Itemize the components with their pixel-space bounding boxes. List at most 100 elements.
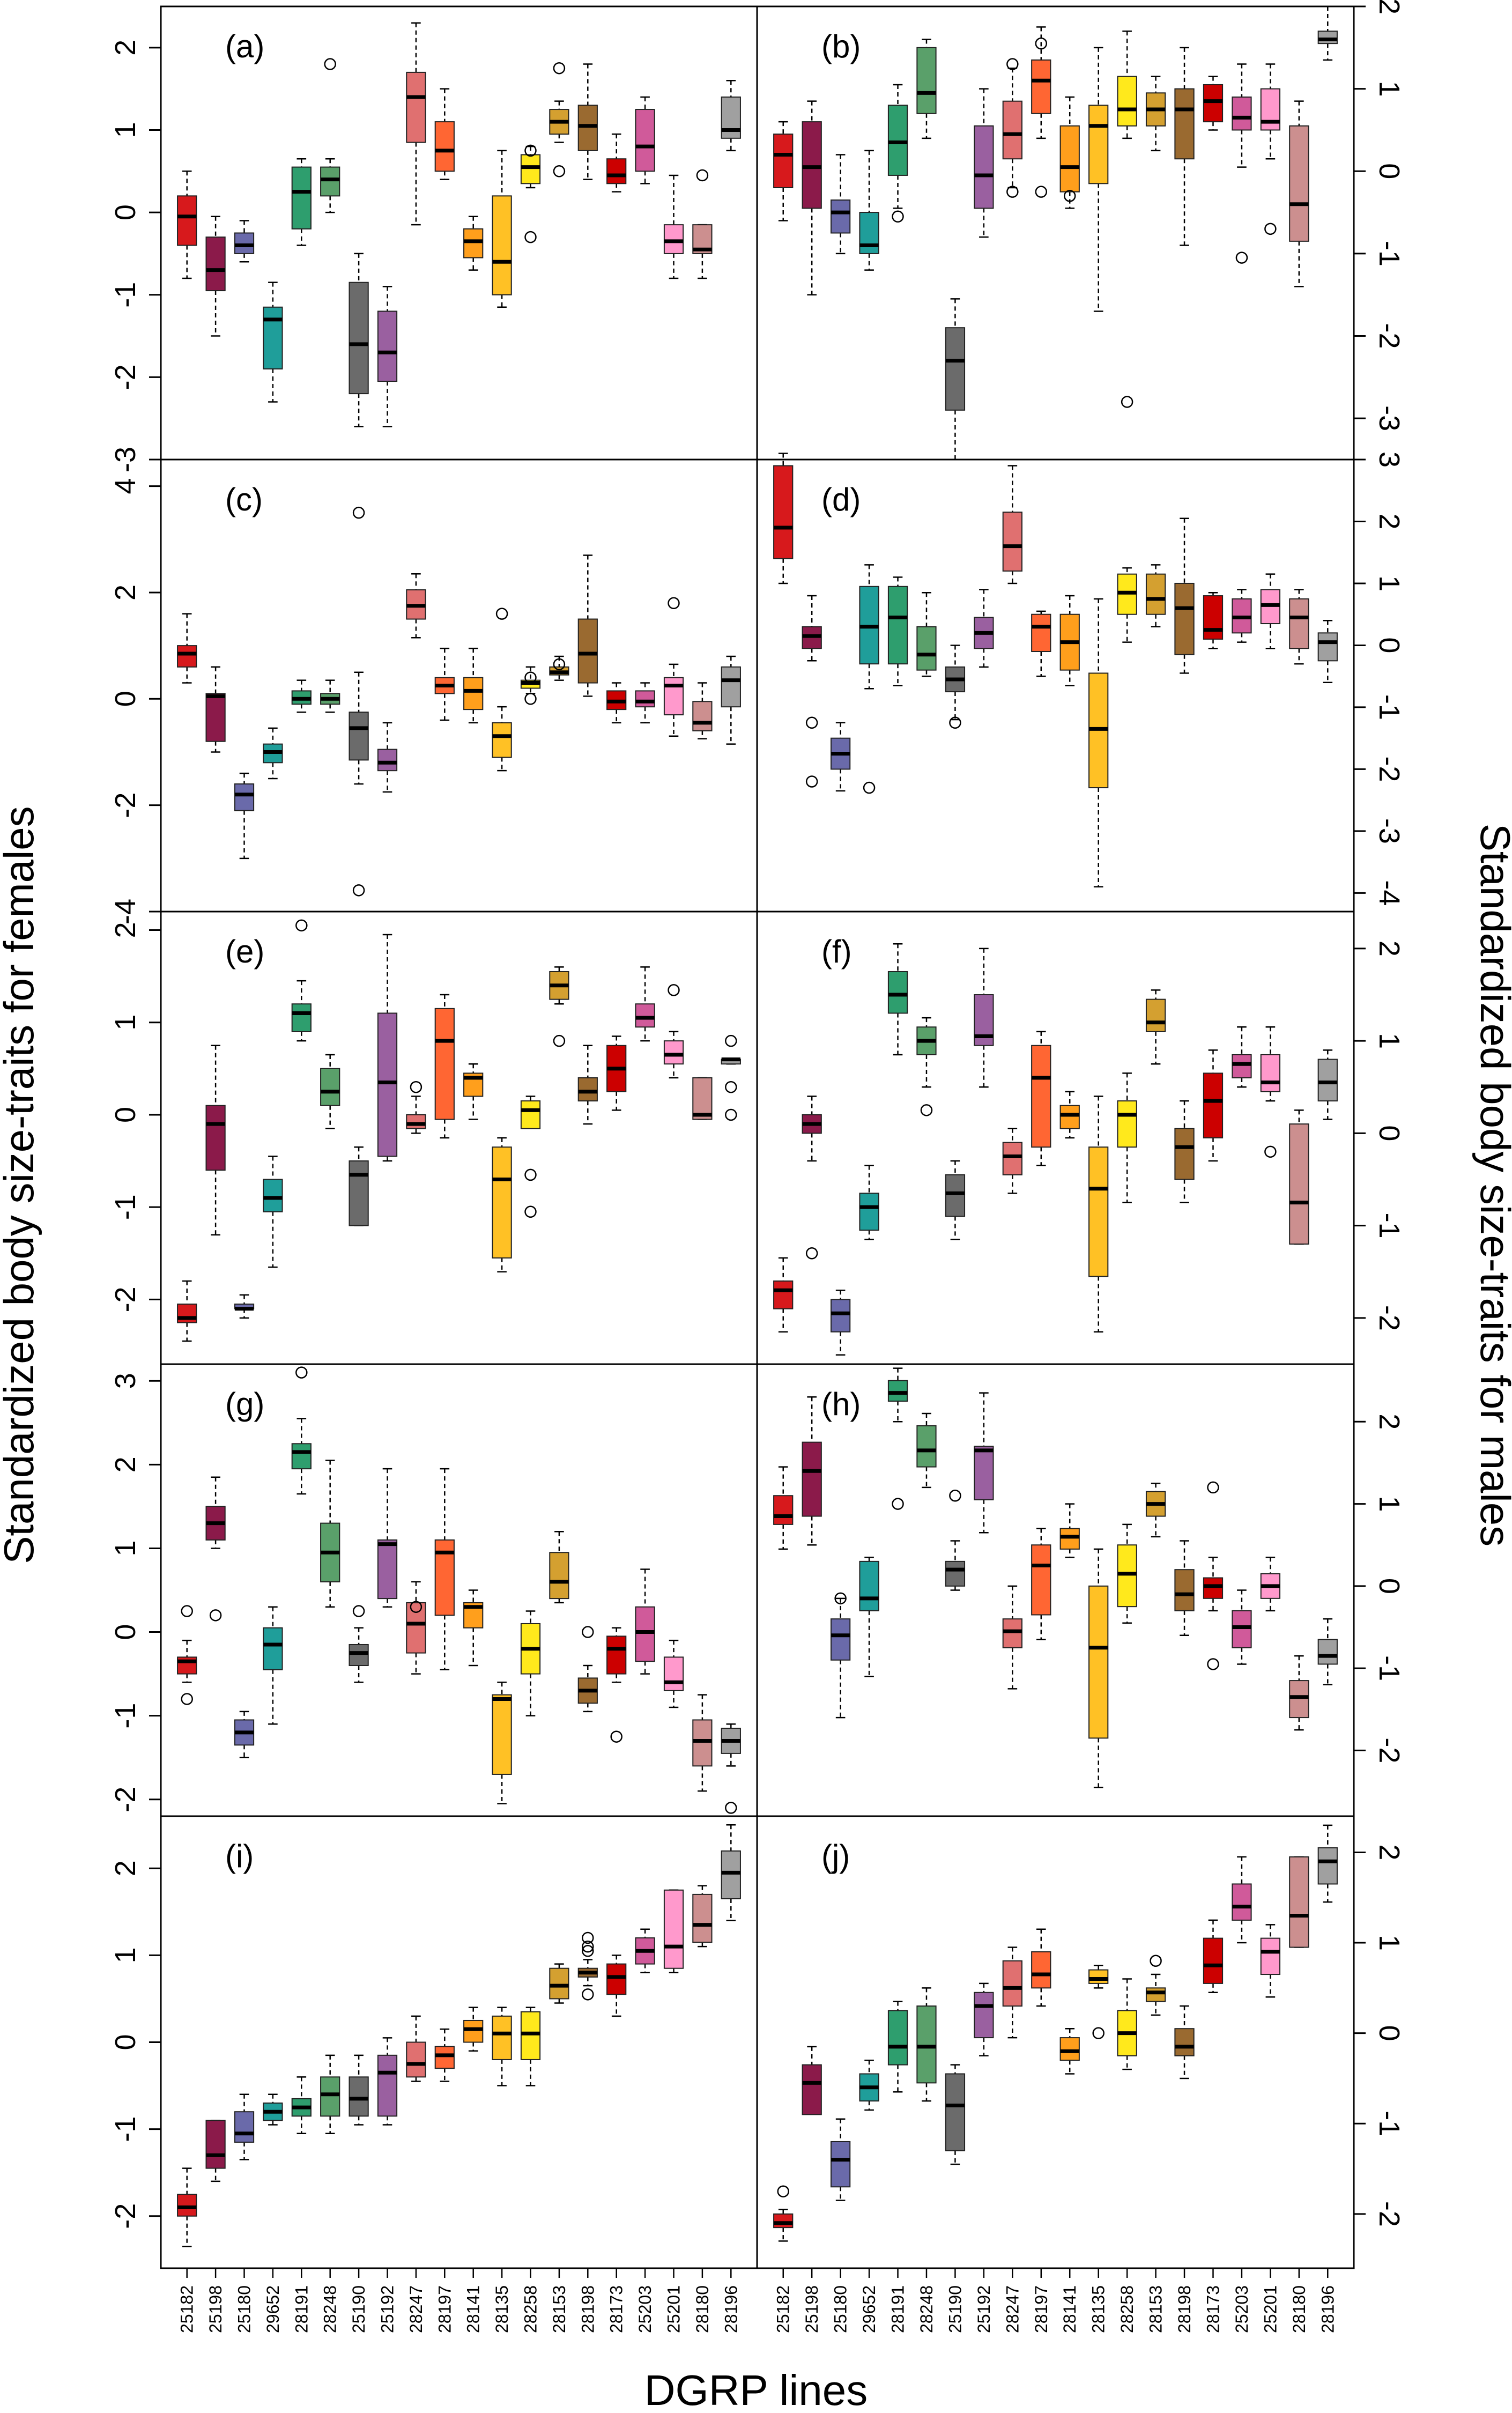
- x-tick-label: 25180: [831, 2285, 850, 2333]
- box-25201: [663, 1889, 684, 1974]
- iqr-box: [234, 2111, 255, 2143]
- iqr-box: [692, 1893, 713, 1943]
- y-tick-label: 0: [109, 691, 142, 707]
- x-tick-labels: 25182 25198 25180 29652 28191 28248 25190 25192…: [177, 2268, 1337, 2333]
- iqr-box: [577, 618, 598, 684]
- box-25182: [177, 1280, 197, 1342]
- panel-label: (i): [225, 1838, 254, 1874]
- iqr-box: [177, 645, 197, 668]
- box-25203: [635, 96, 655, 184]
- panel-frame: [756, 911, 1355, 1365]
- box-28180: [692, 224, 713, 279]
- box-28247: [1002, 1946, 1022, 2039]
- y-tick-label: -2: [1373, 2201, 1405, 2227]
- x-tick-label: 28258: [521, 2285, 540, 2333]
- x-axis-label: DGRP lines: [644, 2366, 868, 2413]
- iqr-box: [1002, 1142, 1022, 1175]
- box-28258: [1117, 1072, 1137, 1203]
- outlier-point: [1264, 223, 1277, 235]
- iqr-box: [635, 690, 655, 708]
- y-tick-label: 1: [109, 1540, 142, 1556]
- box-28247: [1002, 1585, 1022, 1690]
- panel-h: (h) -2 -1 0 1 2: [756, 1363, 1405, 1817]
- y-tick-label: 0: [1373, 1578, 1405, 1594]
- iqr-box: [1117, 1100, 1137, 1148]
- iqr-box: [773, 1280, 794, 1309]
- panel-label: (h): [821, 1386, 861, 1422]
- outlier-point: [863, 781, 876, 794]
- outlier-point: [1063, 190, 1076, 202]
- iqr-box: [492, 195, 512, 295]
- box-28197: [1031, 610, 1051, 677]
- x-tick-label: 25201: [1261, 2285, 1280, 2333]
- box-28197: [1031, 1528, 1051, 1640]
- box-28198: [1174, 47, 1195, 246]
- box-28258: [520, 666, 541, 694]
- box-25203: [1232, 1589, 1252, 1665]
- box-25182: [177, 1639, 197, 1683]
- outlier-point: [1121, 396, 1133, 408]
- box-28135: [1088, 1964, 1109, 1989]
- iqr-box: [349, 1160, 369, 1226]
- outlier-point: [410, 1081, 423, 1093]
- iqr-box: [291, 1443, 312, 1470]
- iqr-box: [1260, 88, 1281, 131]
- x-tick-label: 25192: [378, 2285, 397, 2333]
- iqr-box: [1059, 1105, 1080, 1129]
- iqr-box: [406, 1602, 426, 1654]
- box-28191: [291, 679, 312, 713]
- iqr-box: [234, 783, 255, 811]
- outlier-point: [524, 693, 537, 705]
- iqr-box: [945, 327, 966, 411]
- x-tick-label: 28180: [693, 2285, 712, 2333]
- box-28141: [1059, 96, 1080, 209]
- iqr-box: [406, 71, 426, 143]
- box-28180: [1289, 100, 1309, 287]
- box-28135: [1088, 1096, 1109, 1333]
- box-29652: [859, 564, 879, 690]
- box-28196: [1317, 5, 1338, 61]
- panel-c: (c) -4 -2 0 2 4: [109, 458, 758, 924]
- y-tick-label: 0: [1373, 2025, 1405, 2041]
- y-tick-label: 0: [1373, 1125, 1405, 1141]
- box-28196: [721, 80, 741, 152]
- iqr-box: [1289, 1123, 1309, 1245]
- outlier-point: [1150, 1955, 1162, 1967]
- box-25203: [1232, 1026, 1252, 1088]
- box-25182: [773, 1257, 794, 1333]
- box-28247: [406, 1581, 426, 1675]
- box-25180: [830, 154, 851, 255]
- outlier-point: [1235, 251, 1248, 264]
- outlier-point: [610, 1730, 622, 1743]
- box-28197: [434, 88, 455, 180]
- box-25203: [635, 682, 655, 724]
- outlier-point: [892, 1498, 904, 1510]
- iqr-box: [577, 105, 598, 151]
- iqr-box: [1002, 1618, 1022, 1648]
- outlier-point: [352, 884, 365, 897]
- x-tick-label: 28248: [917, 2285, 936, 2333]
- iqr-box: [349, 2076, 369, 2117]
- iqr-box: [1145, 1987, 1166, 2002]
- box-25190: [349, 1627, 369, 1683]
- iqr-box: [830, 1618, 851, 1661]
- box-25180: [234, 1294, 255, 1319]
- box-28141: [463, 1063, 484, 1120]
- outlier-point: [553, 165, 566, 177]
- iqr-box: [1232, 97, 1252, 131]
- box-28198: [577, 554, 598, 697]
- x-tick-label: 25192: [974, 2285, 994, 2333]
- outlier-point: [324, 58, 336, 70]
- box-28247: [406, 573, 426, 639]
- box-28196: [1317, 1618, 1338, 1686]
- iqr-box: [1289, 598, 1309, 649]
- box-28191: [887, 943, 908, 1056]
- iqr-box: [663, 677, 684, 716]
- box-25180: [234, 220, 255, 263]
- y-tick-label: 2: [1373, 513, 1405, 529]
- box-25192: [377, 2037, 398, 2126]
- panel-label: (c): [225, 482, 263, 517]
- box-28135: [492, 706, 512, 772]
- box-28196: [721, 1723, 741, 1767]
- box-25192: [377, 934, 398, 1162]
